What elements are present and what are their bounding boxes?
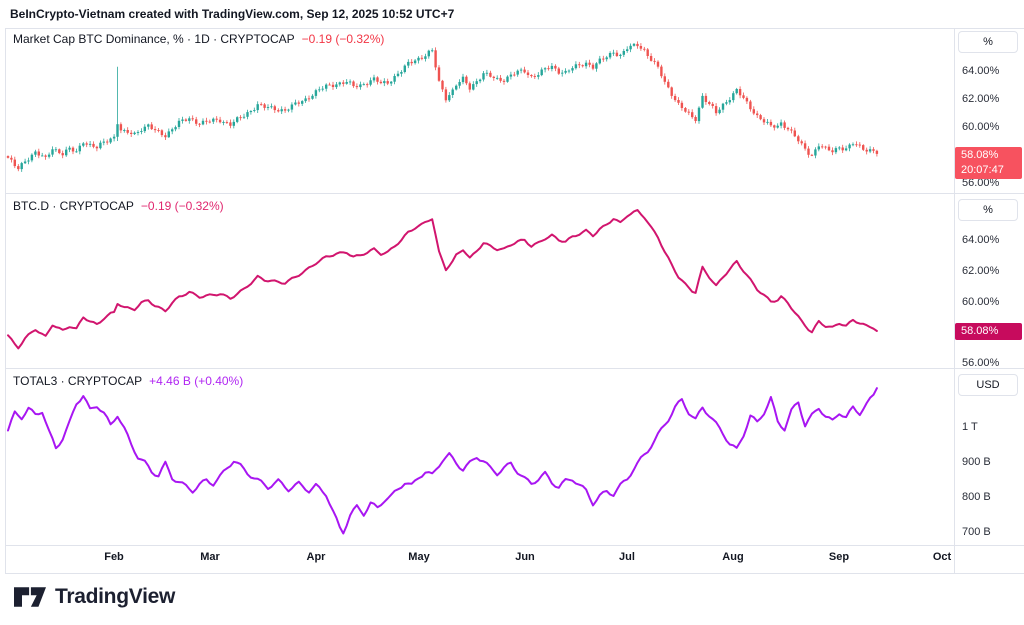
panel2-legend[interactable]: BTC.D · CRYPTOCAP −0.19 (−0.32%) [13, 199, 224, 213]
time-tick-may: May [408, 551, 430, 563]
panel1-bar-countdown: 20:07:47 [961, 164, 1004, 176]
time-tick-feb: Feb [104, 551, 124, 563]
chart-top-border [5, 28, 1024, 29]
panel3-symbol-title: TOTAL3 · CRYPTOCAP [13, 374, 143, 388]
panel2-last-price: 58.08% [961, 325, 999, 337]
price-scale-border [954, 28, 955, 573]
panel2-symbol-title: BTC.D · CRYPTOCAP [13, 199, 134, 213]
panel3-scale-unit-button[interactable]: USD [958, 374, 1018, 396]
panel-separator-2 [5, 368, 1024, 369]
panel3-price-tick: 900 B [962, 456, 991, 468]
panel1-last-price: 58.08% [961, 149, 999, 161]
panel2-last-price-badge: 58.08% [955, 323, 1022, 340]
panel1-symbol-title: Market Cap BTC Dominance, % · 1D · CRYPT… [13, 32, 295, 46]
time-scale-bottom-border [5, 573, 1024, 574]
tradingview-wordmark: TradingView [55, 585, 176, 608]
time-tick-jun: Jun [515, 551, 535, 563]
panel3-legend[interactable]: TOTAL3 · CRYPTOCAP +4.46 B (+0.40%) [13, 374, 243, 388]
panel1-change-value: −0.19 (−0.32%) [301, 32, 385, 46]
attribution-header: BeInCrypto-Vietnam created with TradingV… [10, 7, 455, 21]
time-scale-top-border [5, 545, 1024, 546]
panel1-legend[interactable]: Market Cap BTC Dominance, % · 1D · CRYPT… [13, 32, 384, 46]
panel3-price-tick: 800 B [962, 491, 991, 503]
panel1-price-tick: 56.00% [962, 177, 1000, 189]
time-tick-sep: Sep [828, 551, 850, 563]
chart-left-border [5, 28, 6, 573]
time-tick-mar: Mar [200, 551, 220, 563]
panel3-price-tick: 1 T [962, 421, 978, 433]
btc-dominance-candlestick-chart[interactable] [0, 28, 954, 193]
panel2-price-tick: 64.00% [962, 234, 1000, 246]
panel-separator-1 [5, 193, 1024, 194]
time-tick-jul: Jul [619, 551, 635, 563]
panel2-change-value: −0.19 (−0.32%) [140, 199, 224, 213]
panel2-price-tick: 56.00% [962, 357, 1000, 369]
tradingview-logo[interactable]: TradingView [14, 584, 175, 610]
panel1-price-tick: 60.00% [962, 121, 1000, 133]
panel1-scale-unit-button[interactable]: % [958, 31, 1018, 53]
panel2-scale-unit-button[interactable]: % [958, 199, 1018, 221]
btc-dominance-line-chart[interactable] [0, 193, 954, 368]
panel1-last-price-badge: 58.08% 20:07:47 [955, 147, 1022, 179]
panel3-price-tick: 700 B [962, 526, 991, 538]
total3-line-chart[interactable] [0, 368, 954, 545]
panel1-price-tick: 62.00% [962, 93, 1000, 105]
panel2-price-tick: 60.00% [962, 296, 1000, 308]
time-tick-apr: Apr [306, 551, 326, 563]
tradingview-logo-icon [14, 587, 46, 607]
panel3-change-value: +4.46 B (+0.40%) [149, 374, 244, 388]
time-tick-aug: Aug [722, 551, 744, 563]
panel1-price-tick: 64.00% [962, 65, 1000, 77]
time-tick-oct: Oct [932, 551, 952, 563]
panel2-price-tick: 62.00% [962, 265, 1000, 277]
